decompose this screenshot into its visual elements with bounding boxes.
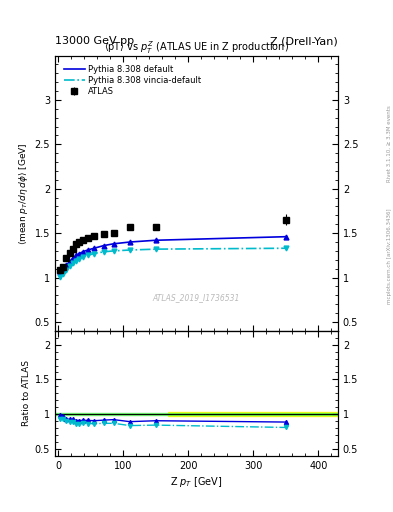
Text: Z (Drell-Yan): Z (Drell-Yan) — [270, 36, 338, 46]
Pythia 8.308 default — [111, 241, 116, 247]
Line: Pythia 8.308 vincia-default: Pythia 8.308 vincia-default — [60, 248, 286, 276]
Legend: Pythia 8.308 default, Pythia 8.308 vincia-default, ATLAS: Pythia 8.308 default, Pythia 8.308 vinci… — [62, 63, 203, 98]
Pythia 8.308 vincia-default — [77, 256, 82, 262]
Text: 13000 GeV pp: 13000 GeV pp — [55, 36, 134, 46]
Pythia 8.308 vincia-default — [92, 250, 96, 257]
Pythia 8.308 default — [64, 262, 69, 268]
Pythia 8.308 vincia-default — [71, 260, 75, 266]
Pythia 8.308 default — [127, 239, 132, 245]
Pythia 8.308 default — [74, 252, 79, 259]
Pythia 8.308 default — [67, 259, 72, 265]
Pythia 8.308 vincia-default — [101, 249, 106, 255]
Bar — [168, 412, 338, 416]
Pythia 8.308 vincia-default — [154, 246, 158, 252]
Pythia 8.308 default — [61, 267, 66, 273]
Y-axis label: Ratio to ATLAS: Ratio to ATLAS — [22, 360, 31, 426]
Pythia 8.308 default — [101, 243, 106, 249]
Pythia 8.308 vincia-default — [74, 258, 79, 264]
Pythia 8.308 vincia-default — [80, 254, 85, 260]
Title: $\langle$pT$\rangle$ vs $p_T^Z$ (ATLAS UE in Z production): $\langle$pT$\rangle$ vs $p_T^Z$ (ATLAS U… — [104, 39, 289, 56]
Pythia 8.308 default — [57, 269, 62, 275]
Line: Pythia 8.308 default: Pythia 8.308 default — [60, 237, 286, 272]
Text: Rivet 3.1.10, ≥ 3.3M events: Rivet 3.1.10, ≥ 3.3M events — [387, 105, 391, 182]
Pythia 8.308 default — [71, 255, 75, 261]
Pythia 8.308 vincia-default — [85, 252, 90, 259]
Pythia 8.308 vincia-default — [67, 263, 72, 269]
X-axis label: Z $p_T$ [GeV]: Z $p_T$ [GeV] — [170, 475, 223, 489]
Pythia 8.308 default — [92, 245, 96, 251]
Pythia 8.308 default — [77, 250, 82, 257]
Pythia 8.308 vincia-default — [284, 245, 288, 251]
Pythia 8.308 default — [284, 233, 288, 240]
Pythia 8.308 default — [80, 249, 85, 255]
Text: mcplots.cern.ch [arXiv:1306.3436]: mcplots.cern.ch [arXiv:1306.3436] — [387, 208, 391, 304]
Pythia 8.308 vincia-default — [127, 247, 132, 253]
Pythia 8.308 vincia-default — [57, 273, 62, 280]
Pythia 8.308 default — [154, 237, 158, 243]
Pythia 8.308 vincia-default — [64, 267, 69, 273]
Pythia 8.308 default — [85, 247, 90, 253]
Bar — [55, 413, 338, 415]
Text: ATLAS_2019_I1736531: ATLAS_2019_I1736531 — [153, 293, 240, 303]
Pythia 8.308 vincia-default — [61, 271, 66, 277]
Pythia 8.308 vincia-default — [111, 248, 116, 254]
Y-axis label: $\langle$mean $p_T/d\eta\,d\phi\rangle$ [GeV]: $\langle$mean $p_T/d\eta\,d\phi\rangle$ … — [18, 142, 31, 245]
